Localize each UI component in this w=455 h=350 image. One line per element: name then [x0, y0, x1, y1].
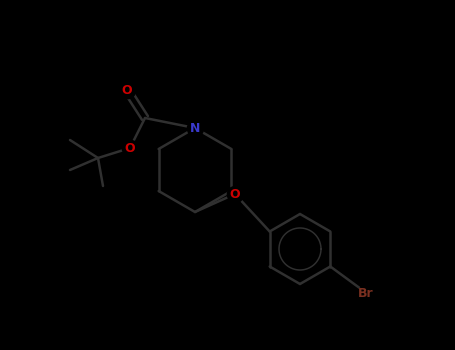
- Text: O: O: [125, 141, 135, 154]
- Text: O: O: [121, 84, 132, 97]
- Text: O: O: [230, 188, 240, 201]
- Text: N: N: [190, 121, 200, 134]
- Text: Br: Br: [358, 287, 373, 300]
